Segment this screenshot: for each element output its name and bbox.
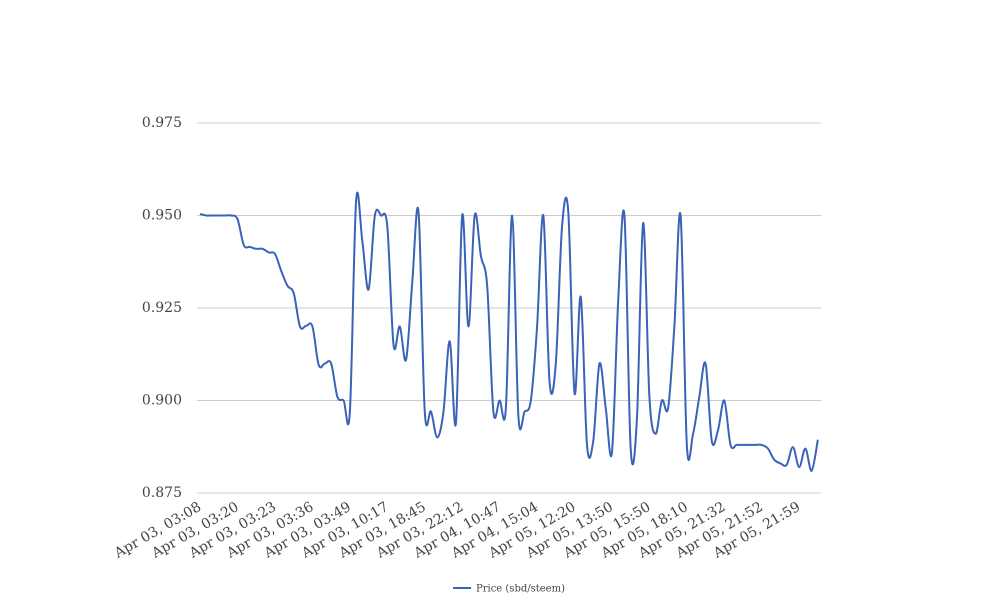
legend-label: Price (sbd/steem) <box>476 584 565 595</box>
y-tick-label: 0.950 <box>142 208 182 224</box>
y-tick-label: 0.975 <box>142 115 182 131</box>
y-tick-label: 0.875 <box>142 485 182 501</box>
y-tick-label: 0.925 <box>142 300 182 316</box>
price-line <box>199 191 819 472</box>
y-tick-label: 0.900 <box>142 393 182 409</box>
